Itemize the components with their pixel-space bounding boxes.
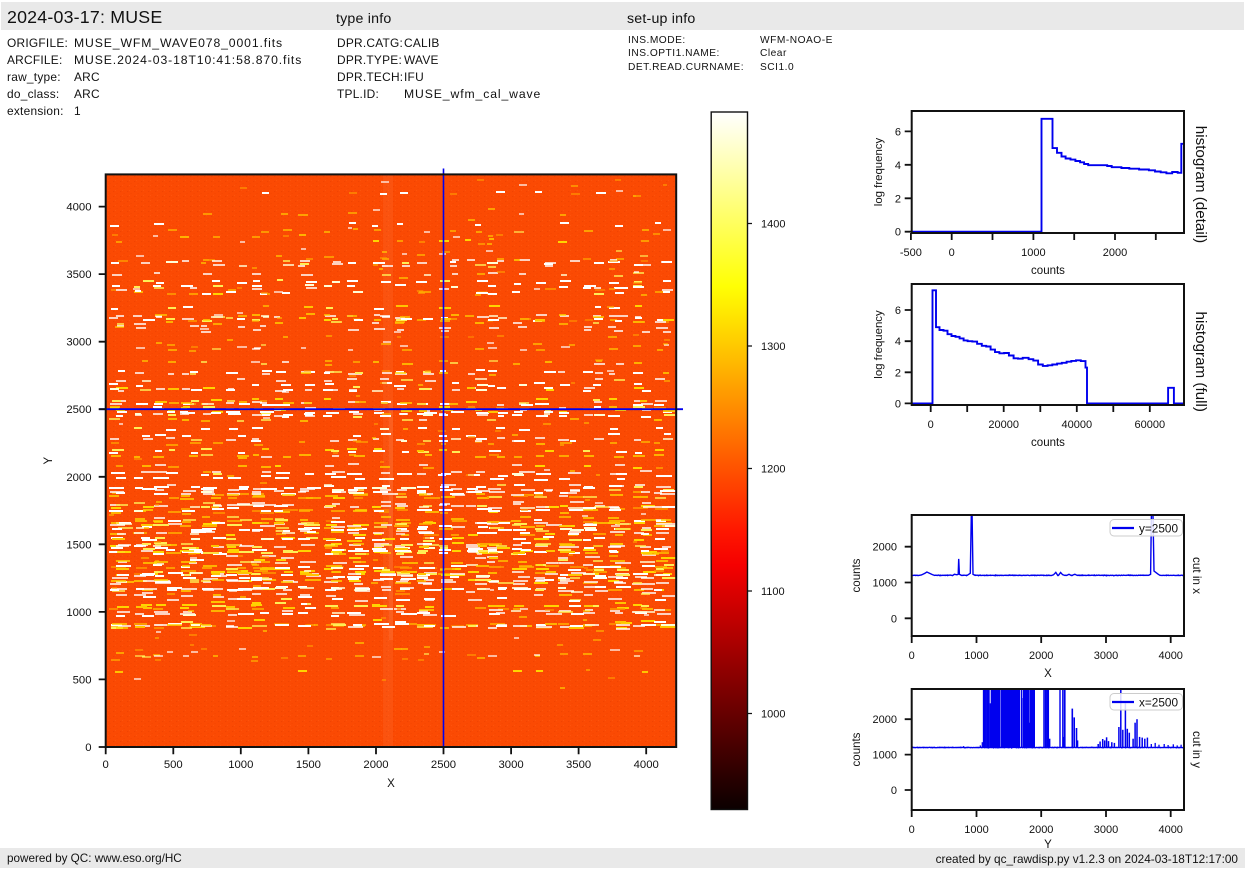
svg-text:0: 0 <box>949 247 955 259</box>
svg-text:4000: 4000 <box>634 759 659 771</box>
svg-text:0: 0 <box>85 742 91 754</box>
svg-text:histogram (full): histogram (full) <box>1192 312 1209 412</box>
svg-text:0: 0 <box>895 227 901 239</box>
svg-text:1000: 1000 <box>66 607 91 619</box>
svg-text:0: 0 <box>891 785 897 797</box>
svg-text:0: 0 <box>909 650 915 662</box>
svg-text:60000: 60000 <box>1135 419 1166 431</box>
svg-text:1500: 1500 <box>66 539 91 551</box>
svg-text:1000: 1000 <box>1021 247 1045 259</box>
svg-text:500: 500 <box>73 674 92 686</box>
svg-text:3000: 3000 <box>66 337 91 349</box>
svg-text:2000: 2000 <box>873 542 897 554</box>
svg-text:counts: counts <box>1031 265 1065 277</box>
svg-text:20000: 20000 <box>988 419 1019 431</box>
svg-text:4000: 4000 <box>1158 650 1182 662</box>
svg-text:2000: 2000 <box>1103 247 1127 259</box>
svg-text:500: 500 <box>164 759 183 771</box>
svg-text:0: 0 <box>103 759 109 771</box>
svg-text:1400: 1400 <box>761 219 785 231</box>
svg-text:X: X <box>1044 668 1052 680</box>
svg-text:1500: 1500 <box>296 759 321 771</box>
svg-text:histogram (detail): histogram (detail) <box>1192 126 1209 243</box>
svg-text:3500: 3500 <box>66 269 91 281</box>
svg-text:2000: 2000 <box>1029 650 1053 662</box>
svg-text:1000: 1000 <box>873 578 897 590</box>
svg-text:4000: 4000 <box>1158 824 1182 836</box>
svg-text:Y: Y <box>43 457 55 465</box>
svg-text:1300: 1300 <box>761 341 785 353</box>
svg-text:2: 2 <box>895 367 901 379</box>
svg-text:2000: 2000 <box>1029 824 1053 836</box>
svg-text:40000: 40000 <box>1062 419 1093 431</box>
svg-text:2500: 2500 <box>431 759 456 771</box>
svg-text:1000: 1000 <box>761 709 785 721</box>
svg-text:4000: 4000 <box>66 202 91 214</box>
svg-text:1200: 1200 <box>761 464 785 476</box>
svg-text:1000: 1000 <box>964 650 988 662</box>
svg-text:2000: 2000 <box>66 472 91 484</box>
svg-text:X: X <box>387 778 395 790</box>
svg-text:2: 2 <box>895 193 901 205</box>
svg-text:-500: -500 <box>900 247 922 259</box>
svg-text:3000: 3000 <box>499 759 524 771</box>
svg-text:3000: 3000 <box>1094 650 1118 662</box>
svg-text:0: 0 <box>909 824 915 836</box>
svg-text:3000: 3000 <box>1094 824 1118 836</box>
svg-text:cut in y: cut in y <box>1190 731 1203 768</box>
svg-text:2000: 2000 <box>363 759 388 771</box>
svg-text:2500: 2500 <box>66 404 91 416</box>
svg-text:x=2500: x=2500 <box>1139 696 1178 710</box>
svg-text:1000: 1000 <box>228 759 253 771</box>
svg-text:counts: counts <box>851 558 863 592</box>
svg-text:6: 6 <box>895 126 901 138</box>
svg-text:Y: Y <box>1044 839 1052 851</box>
svg-text:0: 0 <box>928 419 934 431</box>
svg-text:3500: 3500 <box>566 759 591 771</box>
svg-text:0: 0 <box>891 613 897 625</box>
svg-text:log frequency: log frequency <box>873 310 885 379</box>
svg-text:6: 6 <box>895 305 901 317</box>
svg-text:y=2500: y=2500 <box>1139 522 1178 536</box>
svg-text:1000: 1000 <box>873 750 897 762</box>
svg-text:cut in x: cut in x <box>1190 557 1203 594</box>
svg-text:1000: 1000 <box>964 824 988 836</box>
svg-text:counts: counts <box>1031 437 1065 449</box>
svg-text:4: 4 <box>895 160 901 172</box>
svg-text:0: 0 <box>895 398 901 410</box>
svg-text:2000: 2000 <box>873 714 897 726</box>
svg-text:1100: 1100 <box>761 586 785 598</box>
svg-text:4: 4 <box>895 336 901 348</box>
svg-text:log frequency: log frequency <box>873 138 885 207</box>
svg-text:counts: counts <box>851 732 863 766</box>
